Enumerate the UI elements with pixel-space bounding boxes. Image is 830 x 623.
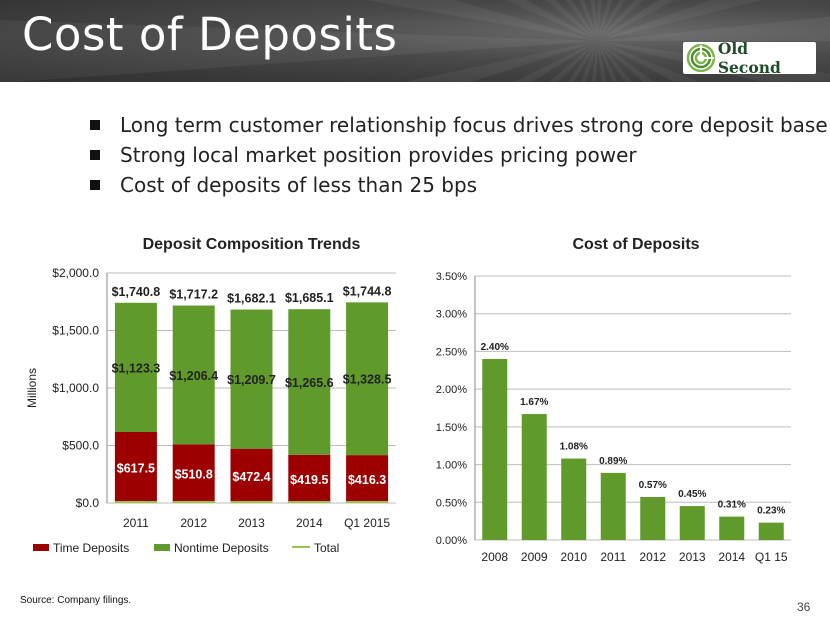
y-tick-label: 2.00% [436, 384, 467, 396]
cost-bar [600, 472, 626, 540]
legend-swatch [154, 544, 170, 551]
data-label: 0.23% [757, 506, 785, 517]
data-label: 1.67% [520, 397, 548, 408]
x-tick-label: 2008 [481, 550, 508, 564]
data-label: 0.45% [678, 489, 706, 500]
time-deposits-bar [114, 431, 157, 503]
legend-label: Time Deposits [53, 541, 129, 555]
bullet-square-icon [90, 120, 100, 130]
y-axis-label: Millions [25, 368, 39, 408]
x-tick-label: Q1 2015 [344, 516, 390, 530]
time-deposits-bar [346, 455, 389, 503]
nontime-deposits-bar [346, 302, 389, 456]
x-tick-label: Q1 15 [755, 550, 788, 564]
bullet-item: Long term customer relationship focus dr… [90, 110, 828, 140]
total-label: $1,744.8 [343, 284, 392, 298]
bullet-text: Long term customer relationship focus dr… [120, 113, 828, 137]
time-deposits-bar [288, 454, 331, 503]
x-tick-label: 2011 [600, 550, 626, 564]
nontime-deposits-label: $1,123.3 [112, 361, 161, 375]
y-tick-label: 0.00% [436, 535, 467, 547]
data-label: 0.89% [599, 456, 627, 467]
total-label: $1,717.2 [169, 288, 218, 302]
cost-bar [561, 458, 587, 540]
bullet-item: Cost of deposits of less than 25 bps [90, 170, 828, 200]
chart-title: Deposit Composition Trends [143, 236, 361, 253]
x-tick-label: 2014 [718, 550, 745, 564]
bullet-item: Strong local market position provides pr… [90, 140, 828, 170]
cost-of-deposits-chart: Cost of Deposits 0.00% 0.50% 1.00% 1.50% 2.00… [436, 236, 791, 564]
y-tick-label: 0.50% [436, 497, 467, 509]
legend-swatch [33, 544, 49, 551]
nontime-deposits-label: $1,206.4 [169, 369, 218, 383]
y-tick-label: 1.00% [436, 460, 467, 472]
total-label: $1,682.1 [227, 292, 276, 306]
bullet-list: Long term customer relationship focus dr… [90, 110, 828, 200]
y-tick-label: $2,000.0 [52, 266, 99, 280]
x-tick-label: 2012 [180, 516, 207, 530]
cost-bar [482, 358, 508, 540]
slide-header: Cost of Deposits Old Second [0, 0, 830, 82]
y-tick-label: $0.0 [76, 496, 100, 510]
x-tick-label: 2012 [639, 550, 666, 564]
bullet-text: Strong local market position provides pr… [120, 143, 637, 167]
old-second-logo: Old Second [683, 39, 816, 77]
data-label: 1.08% [560, 442, 588, 453]
y-tick-label: $1,500.0 [52, 324, 99, 338]
nontime-deposits-bar [172, 305, 215, 445]
data-label: 0.57% [639, 480, 667, 491]
nontime-deposits-bar [114, 302, 157, 432]
source-note: Source: Company filings. [20, 595, 132, 606]
cost-bar [679, 506, 705, 540]
time-deposits-label: $416.3 [348, 473, 386, 487]
total-label: $1,685.1 [285, 291, 334, 305]
nontime-deposits-label: $1,209.7 [227, 373, 276, 387]
time-deposits-label: $510.8 [175, 468, 213, 482]
bullet-text: Cost of deposits of less than 25 bps [120, 173, 478, 197]
x-tick-label: 2014 [296, 516, 323, 530]
bullet-square-icon [90, 180, 100, 190]
time-deposits-label: $617.5 [117, 461, 155, 475]
deposit-composition-chart: Deposit Composition Trends $0.0 $500.0 $1,0… [25, 236, 396, 555]
nontime-deposits-label: $1,265.6 [285, 376, 334, 390]
total-label: $1,740.8 [112, 285, 161, 299]
time-deposits-bar [172, 444, 215, 503]
data-label: 2.40% [481, 342, 509, 353]
logo-text: Old Second [717, 39, 781, 77]
x-tick-label: 2013 [679, 550, 706, 564]
y-tick-label: 1.50% [436, 422, 467, 434]
time-deposits-label: $472.4 [232, 470, 270, 484]
cost-bar [719, 516, 745, 540]
x-tick-label: 2013 [238, 516, 265, 530]
bullet-square-icon [90, 150, 100, 160]
logo-swirl-icon [686, 43, 716, 73]
x-tick-label: 2009 [521, 550, 548, 564]
y-tick-label: 3.00% [436, 309, 467, 321]
y-tick-label: 2.50% [436, 346, 467, 358]
y-tick-label: 3.50% [436, 271, 467, 283]
y-tick-label: $500.0 [62, 439, 99, 453]
legend-label: Nontime Deposits [174, 541, 269, 555]
nontime-deposits-bar [288, 309, 331, 455]
legend-label: Total [314, 541, 339, 555]
y-tick-label: $1,000.0 [52, 381, 99, 395]
data-label: 0.31% [718, 500, 746, 511]
cost-bar [640, 497, 666, 540]
x-tick-label: 2010 [560, 550, 587, 564]
nontime-deposits-bar [230, 309, 273, 449]
x-tick-label: 2011 [123, 516, 149, 530]
time-deposits-bar [230, 448, 273, 503]
chart-title: Cost of Deposits [572, 236, 699, 253]
nontime-deposits-label: $1,328.5 [343, 373, 392, 387]
page-number: 36 [797, 600, 811, 614]
slide-title: Cost of Deposits [22, 8, 398, 61]
time-deposits-label: $419.5 [290, 473, 328, 487]
cost-bar [758, 522, 784, 540]
cost-bar [521, 414, 547, 540]
